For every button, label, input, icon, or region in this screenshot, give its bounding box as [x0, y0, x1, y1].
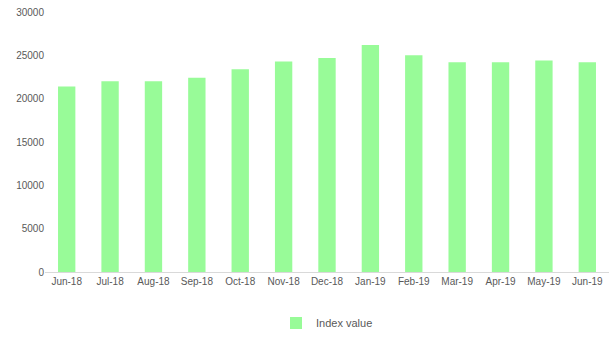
svg-text:10000: 10000 [16, 180, 44, 191]
svg-text:Aug-18: Aug-18 [137, 276, 170, 287]
svg-text:Index value: Index value [316, 317, 372, 329]
svg-text:5000: 5000 [22, 223, 45, 234]
svg-text:Apr-19: Apr-19 [486, 276, 516, 287]
svg-text:15000: 15000 [16, 137, 44, 148]
svg-text:Sep-18: Sep-18 [181, 276, 214, 287]
svg-text:Jun-19: Jun-19 [572, 276, 603, 287]
svg-text:Nov-18: Nov-18 [267, 276, 300, 287]
svg-text:Oct-18: Oct-18 [225, 276, 255, 287]
svg-text:May-19: May-19 [527, 276, 561, 287]
svg-text:20000: 20000 [16, 93, 44, 104]
svg-text:Feb-19: Feb-19 [398, 276, 430, 287]
svg-text:25000: 25000 [16, 50, 44, 61]
svg-text:Jan-19: Jan-19 [355, 276, 386, 287]
svg-text:Jul-18: Jul-18 [96, 276, 124, 287]
svg-text:0: 0 [38, 267, 44, 278]
svg-text:30000: 30000 [16, 7, 44, 18]
svg-text:Jun-18: Jun-18 [51, 276, 82, 287]
svg-text:Dec-18: Dec-18 [311, 276, 344, 287]
svg-text:Mar-19: Mar-19 [441, 276, 473, 287]
